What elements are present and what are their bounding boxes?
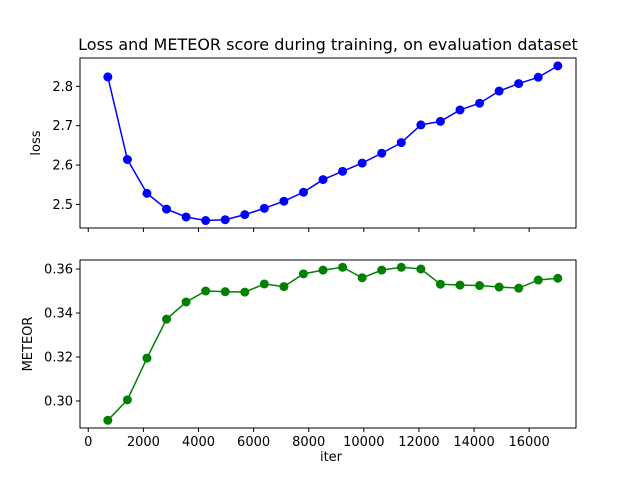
data-point	[396, 138, 406, 148]
data-point	[416, 120, 426, 130]
data-point	[318, 175, 328, 185]
data-point	[298, 269, 308, 279]
data-point	[416, 264, 426, 274]
x-tick-label: 16000	[508, 435, 549, 450]
data-point	[298, 187, 308, 197]
data-point	[396, 262, 406, 272]
data-point	[357, 273, 367, 283]
data-point	[533, 275, 543, 285]
series-line	[107, 266, 558, 421]
loss-panel: 2.5 2.6 2.7 2.8 loss	[29, 57, 577, 232]
data-point	[240, 210, 250, 220]
y-tick-label: 0.30	[44, 394, 73, 409]
chart-title: Loss and METEOR score during training, o…	[78, 35, 578, 54]
data-point	[122, 155, 132, 165]
data-point	[494, 86, 504, 96]
data-point	[103, 72, 113, 82]
data-point	[240, 287, 250, 297]
y-tick-label: 0.34	[44, 306, 73, 321]
y-tick-label: 0.36	[44, 263, 73, 278]
data-point	[162, 204, 172, 214]
data-point	[220, 287, 230, 297]
data-point	[514, 79, 524, 89]
data-point	[162, 314, 172, 324]
data-point	[514, 283, 524, 293]
data-point	[494, 282, 504, 292]
data-point	[201, 286, 211, 296]
data-point	[220, 215, 230, 225]
data-point	[533, 72, 543, 82]
data-point	[338, 166, 348, 176]
data-point	[181, 212, 191, 222]
data-point	[103, 415, 113, 425]
data-point	[318, 265, 328, 275]
data-point	[259, 279, 269, 289]
y-tick-label: 2.8	[52, 80, 73, 95]
x-tick-label: 12000	[398, 435, 439, 450]
x-tick-label: 6000	[237, 435, 270, 450]
data-point	[435, 279, 445, 289]
y-tick-label: 2.7	[52, 119, 73, 134]
x-tick-label: 8000	[292, 435, 325, 450]
data-point	[181, 297, 191, 307]
data-point	[455, 105, 465, 115]
data-point	[201, 216, 211, 226]
plot-frame	[79, 259, 577, 429]
data-point	[377, 265, 387, 275]
data-point	[279, 282, 289, 292]
y-axis-label: loss	[29, 130, 44, 155]
x-tick-label: 10000	[343, 435, 384, 450]
data-point	[377, 148, 387, 158]
data-point	[553, 273, 563, 283]
data-point	[338, 262, 348, 272]
data-point	[142, 353, 152, 363]
meteor-panel: 0.30 0.32 0.34 0.36 0 2000 4000 6000 8000 10000 12…	[21, 259, 577, 450]
y-tick-label: 2.6	[52, 159, 73, 174]
data-point	[475, 281, 485, 291]
data-point	[122, 395, 132, 405]
x-axis-label: iter	[320, 450, 343, 465]
x-tick-label: 14000	[453, 435, 494, 450]
plot-frame	[79, 57, 577, 229]
y-tick-label: 2.5	[52, 198, 73, 213]
x-tick-label: 4000	[182, 435, 215, 450]
data-point	[455, 280, 465, 290]
x-tick-label: 2000	[127, 435, 160, 450]
data-point	[279, 196, 289, 206]
x-tick-label: 0	[84, 435, 92, 450]
data-point	[475, 98, 485, 108]
y-tick-label: 0.32	[44, 350, 73, 365]
data-point	[142, 188, 152, 198]
data-point	[357, 158, 367, 168]
data-point	[259, 203, 269, 213]
data-point	[553, 61, 563, 71]
y-axis-label: METEOR	[21, 317, 36, 372]
data-point	[435, 116, 445, 126]
series-line	[107, 65, 559, 222]
